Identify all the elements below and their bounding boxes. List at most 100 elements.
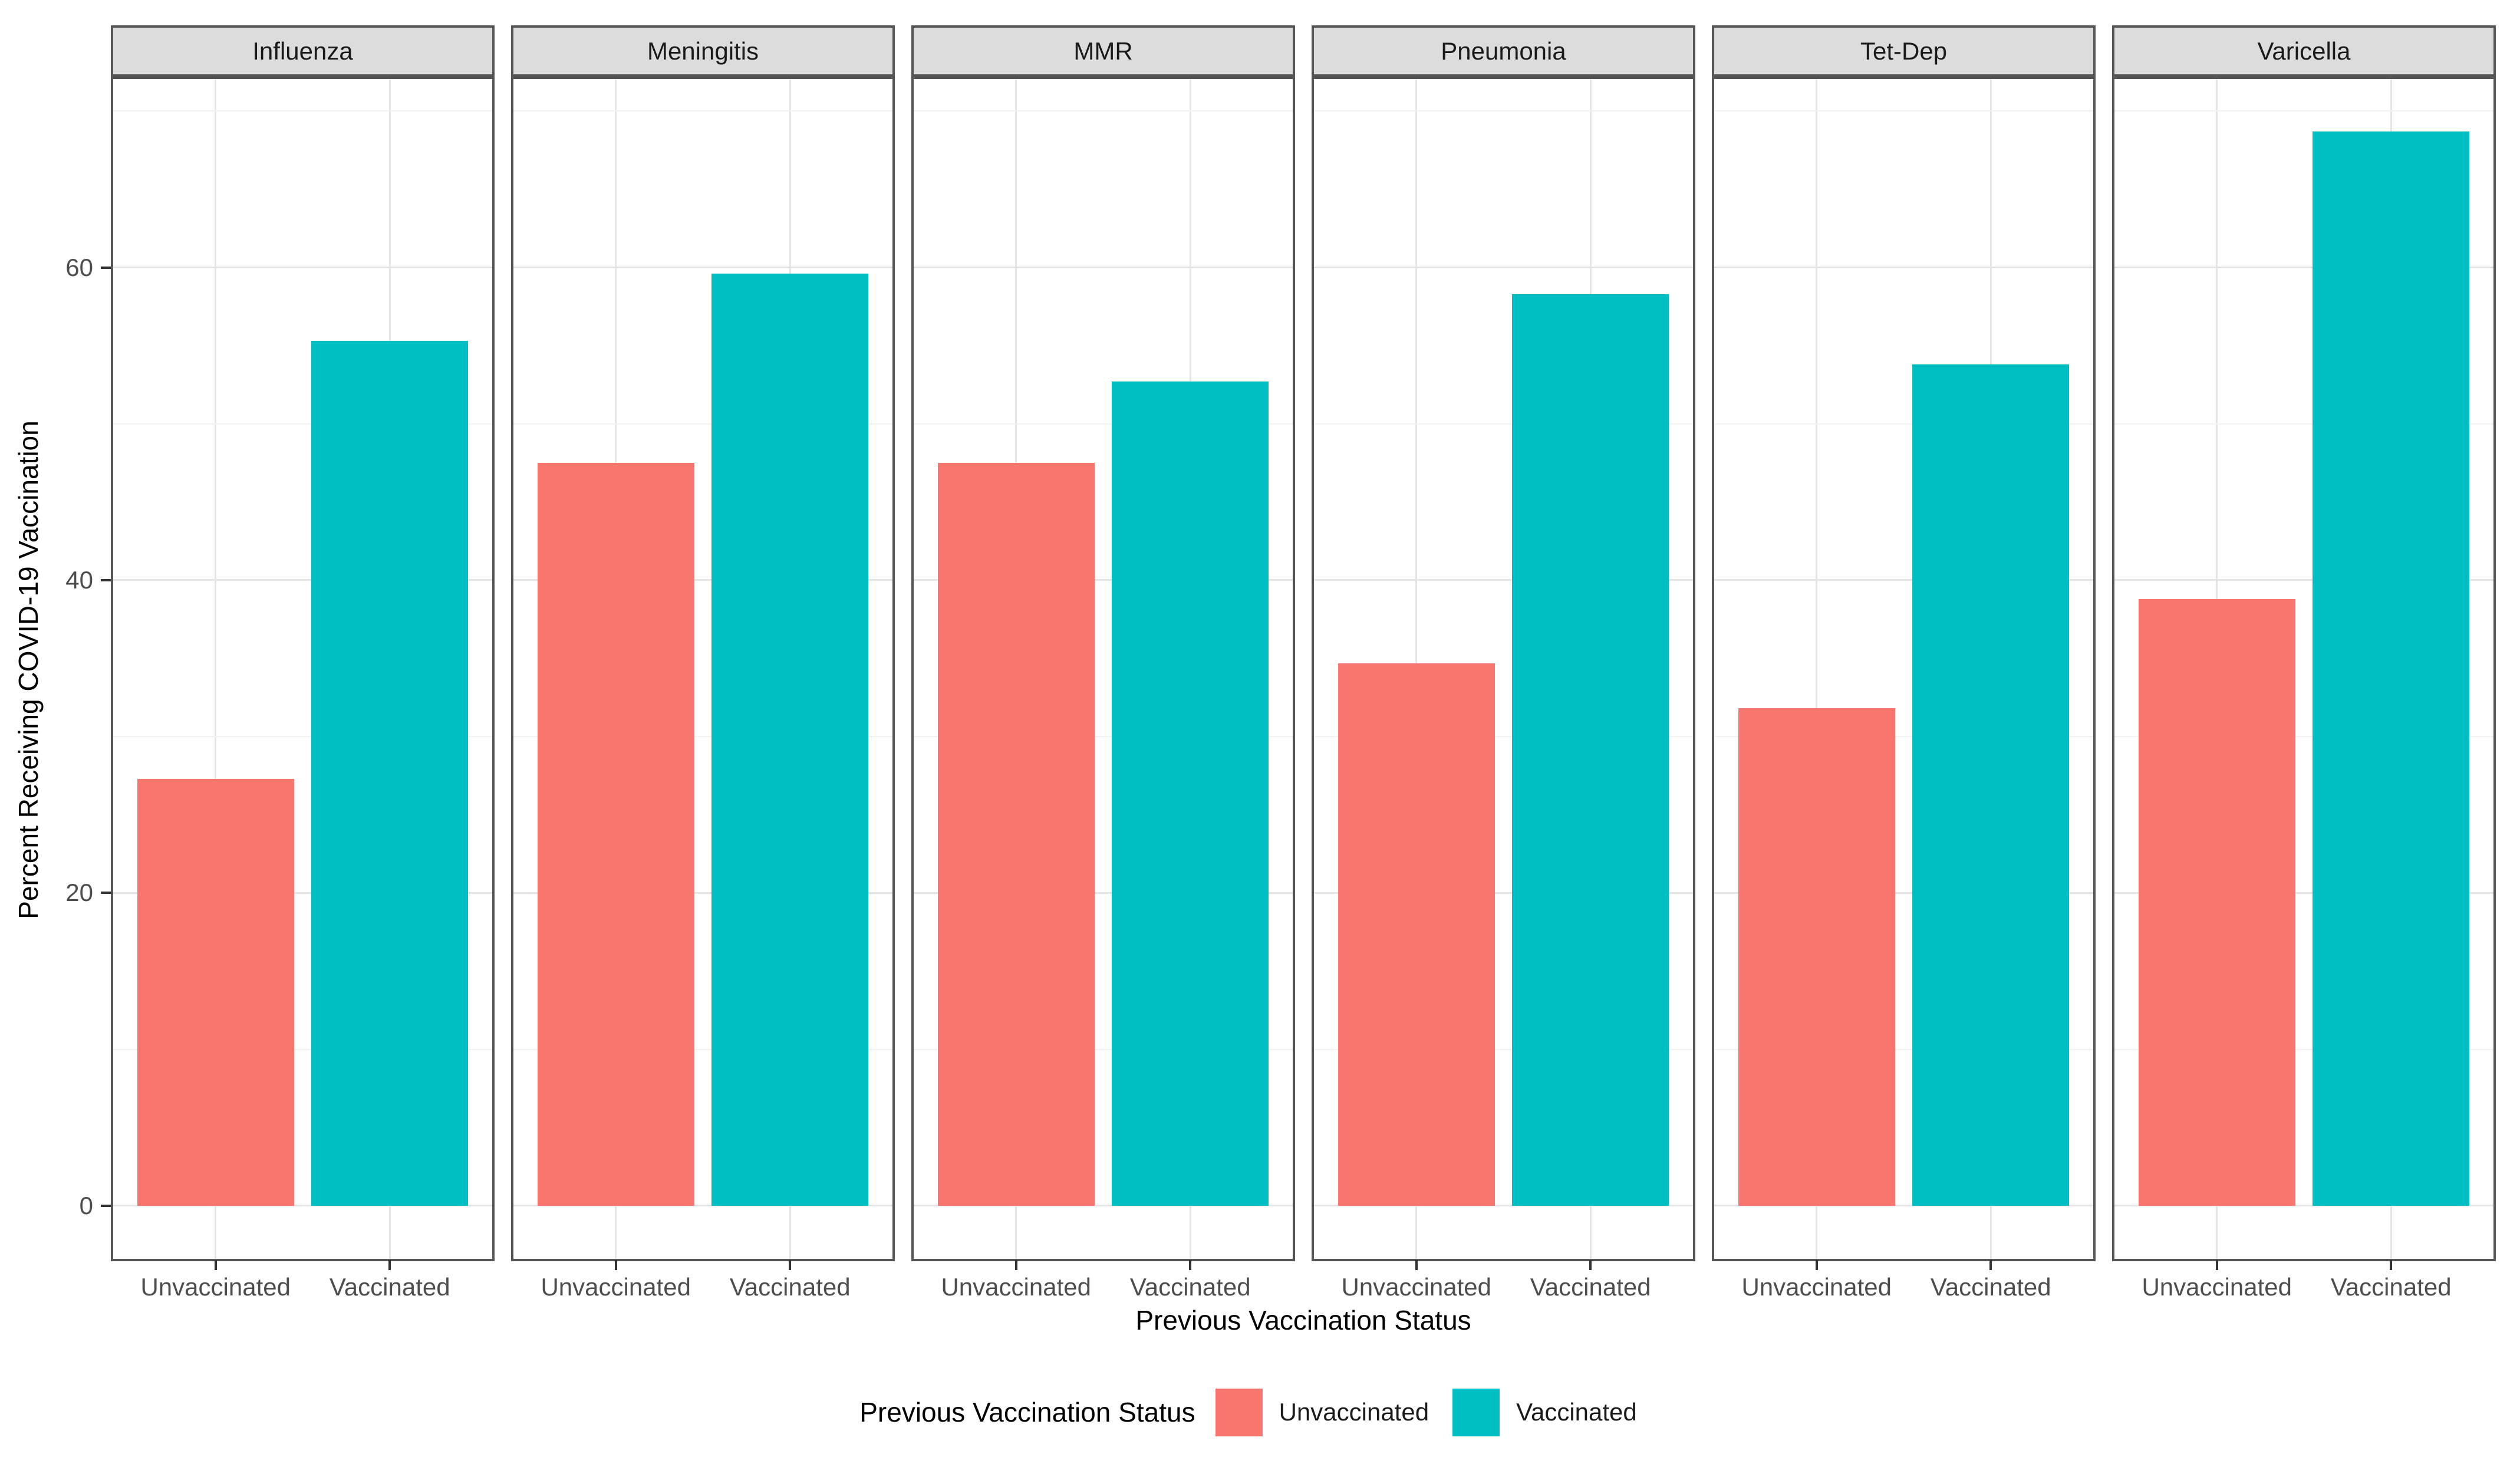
gridline-major [111, 267, 495, 269]
gridline-minor [511, 736, 895, 738]
x-tick-mark [1589, 1260, 1592, 1270]
gridline-vertical [1816, 77, 1818, 1259]
gridline-vertical [215, 77, 217, 1259]
y-tick-mark [101, 892, 111, 894]
gridline-major [511, 579, 895, 581]
gridline-minor [1712, 110, 2096, 112]
gridline-minor [2112, 110, 2496, 112]
bar-influenza-vaccinated [311, 341, 469, 1206]
x-tick-mark [1014, 1260, 1017, 1270]
gridline-major [1312, 1205, 1695, 1207]
gridline-minor [1312, 423, 1695, 425]
gridline-major [1712, 267, 2096, 269]
y-tick-mark [101, 266, 111, 269]
bar-meningitis-unvaccinated [537, 463, 694, 1206]
gridline-major [511, 1205, 895, 1207]
bar-pneumonia-unvaccinated [1338, 663, 1495, 1206]
gridline-minor [1712, 423, 2096, 425]
facet-strip-meningitis: Meningitis [511, 25, 895, 77]
legend: Previous Vaccination Status Unvaccinated… [0, 1380, 2520, 1445]
gridline-minor [2112, 423, 2496, 425]
legend-item-unvaccinated: Unvaccinated [1215, 1388, 1429, 1436]
gridline-major [1312, 579, 1695, 581]
facet-strip-mmr: MMR [911, 25, 1295, 77]
x-tick-label-unvaccinated: Unvaccinated [1341, 1273, 1491, 1301]
panel-border [911, 77, 1295, 1261]
x-tick-mark [214, 1260, 217, 1270]
x-tick-label-vaccinated: Vaccinated [1129, 1273, 1251, 1301]
x-tick-mark [388, 1260, 391, 1270]
legend-item-vaccinated: Vaccinated [1452, 1388, 1637, 1436]
gridline-minor [1712, 736, 2096, 738]
x-tick-mark [1415, 1260, 1418, 1270]
panel-border [1312, 77, 1695, 1261]
gridline-minor [911, 736, 1295, 738]
y-tick-mark [101, 578, 111, 581]
bar-pneumonia-vaccinated [1512, 294, 1669, 1206]
facet-strip-pneumonia: Pneumonia [1312, 25, 1695, 77]
bar-mmr-vaccinated [1112, 381, 1269, 1206]
gridline-major [1712, 579, 2096, 581]
gridline-major [1712, 1205, 2096, 1207]
y-tick-label-20: 20 [65, 879, 93, 907]
panel-border [111, 77, 495, 1261]
x-tick-label-vaccinated: Vaccinated [729, 1273, 851, 1301]
gridline-minor [2112, 1048, 2496, 1050]
gridline-major [911, 579, 1295, 581]
bar-influenza-unvaccinated [137, 778, 294, 1206]
x-tick-label-vaccinated: Vaccinated [329, 1273, 450, 1301]
gridline-major [911, 892, 1295, 894]
gridline-major [911, 1205, 1295, 1207]
panel-border [2112, 77, 2496, 1261]
gridline-major [2112, 1205, 2496, 1207]
gridline-major [1312, 267, 1695, 269]
x-tick-label-vaccinated: Vaccinated [1530, 1273, 1651, 1301]
panel-border [1712, 77, 2096, 1261]
x-tick-label-unvaccinated: Unvaccinated [140, 1273, 291, 1301]
gridline-minor [1312, 110, 1695, 112]
gridline-major [111, 579, 495, 581]
gridline-major [111, 1205, 495, 1207]
gridline-minor [111, 1048, 495, 1050]
gridline-major [2112, 892, 2496, 894]
bar-tet-dep-vaccinated [1912, 364, 2070, 1206]
x-tick-mark [789, 1260, 792, 1270]
bar-meningitis-vaccinated [711, 274, 869, 1206]
x-tick-label-unvaccinated: Unvaccinated [2142, 1273, 2292, 1301]
facet-strip-tet-dep: Tet-Dep [1712, 25, 2096, 77]
gridline-minor [911, 1048, 1295, 1050]
gridline-minor [111, 110, 495, 112]
gridline-major [911, 267, 1295, 269]
y-tick-mark [101, 1204, 111, 1207]
gridline-minor [911, 423, 1295, 425]
gridline-minor [1712, 1048, 2096, 1050]
x-axis-title: Previous Vaccination Status [1135, 1305, 1471, 1336]
y-tick-label-60: 60 [65, 253, 93, 281]
x-tick-label-unvaccinated: Unvaccinated [1741, 1273, 1892, 1301]
legend-key-vaccinated-swatch [1452, 1388, 1500, 1436]
gridline-major [511, 892, 895, 894]
gridline-major [511, 267, 895, 269]
gridline-minor [911, 110, 1295, 112]
x-tick-mark [2390, 1260, 2393, 1270]
y-axis-title: Percent Receiving COVID-19 Vaccination [13, 420, 44, 919]
x-tick-mark [614, 1260, 617, 1270]
gridline-major [1712, 892, 2096, 894]
gridline-major [1312, 892, 1695, 894]
x-tick-label-unvaccinated: Unvaccinated [541, 1273, 691, 1301]
legend-title: Previous Vaccination Status [859, 1397, 1195, 1428]
gridline-minor [111, 736, 495, 738]
gridline-major [111, 892, 495, 894]
gridline-minor [1312, 736, 1695, 738]
y-tick-label-0: 0 [79, 1191, 93, 1219]
gridline-minor [111, 423, 495, 425]
bar-varicella-vaccinated [2313, 131, 2470, 1206]
y-tick-label-40: 40 [65, 565, 93, 594]
bar-mmr-unvaccinated [937, 463, 1095, 1206]
gridline-major [2112, 267, 2496, 269]
x-tick-label-vaccinated: Vaccinated [2330, 1273, 2452, 1301]
x-tick-mark [1989, 1260, 1992, 1270]
gridline-minor [1312, 1048, 1695, 1050]
legend-label-unvaccinated: Unvaccinated [1279, 1398, 1429, 1426]
